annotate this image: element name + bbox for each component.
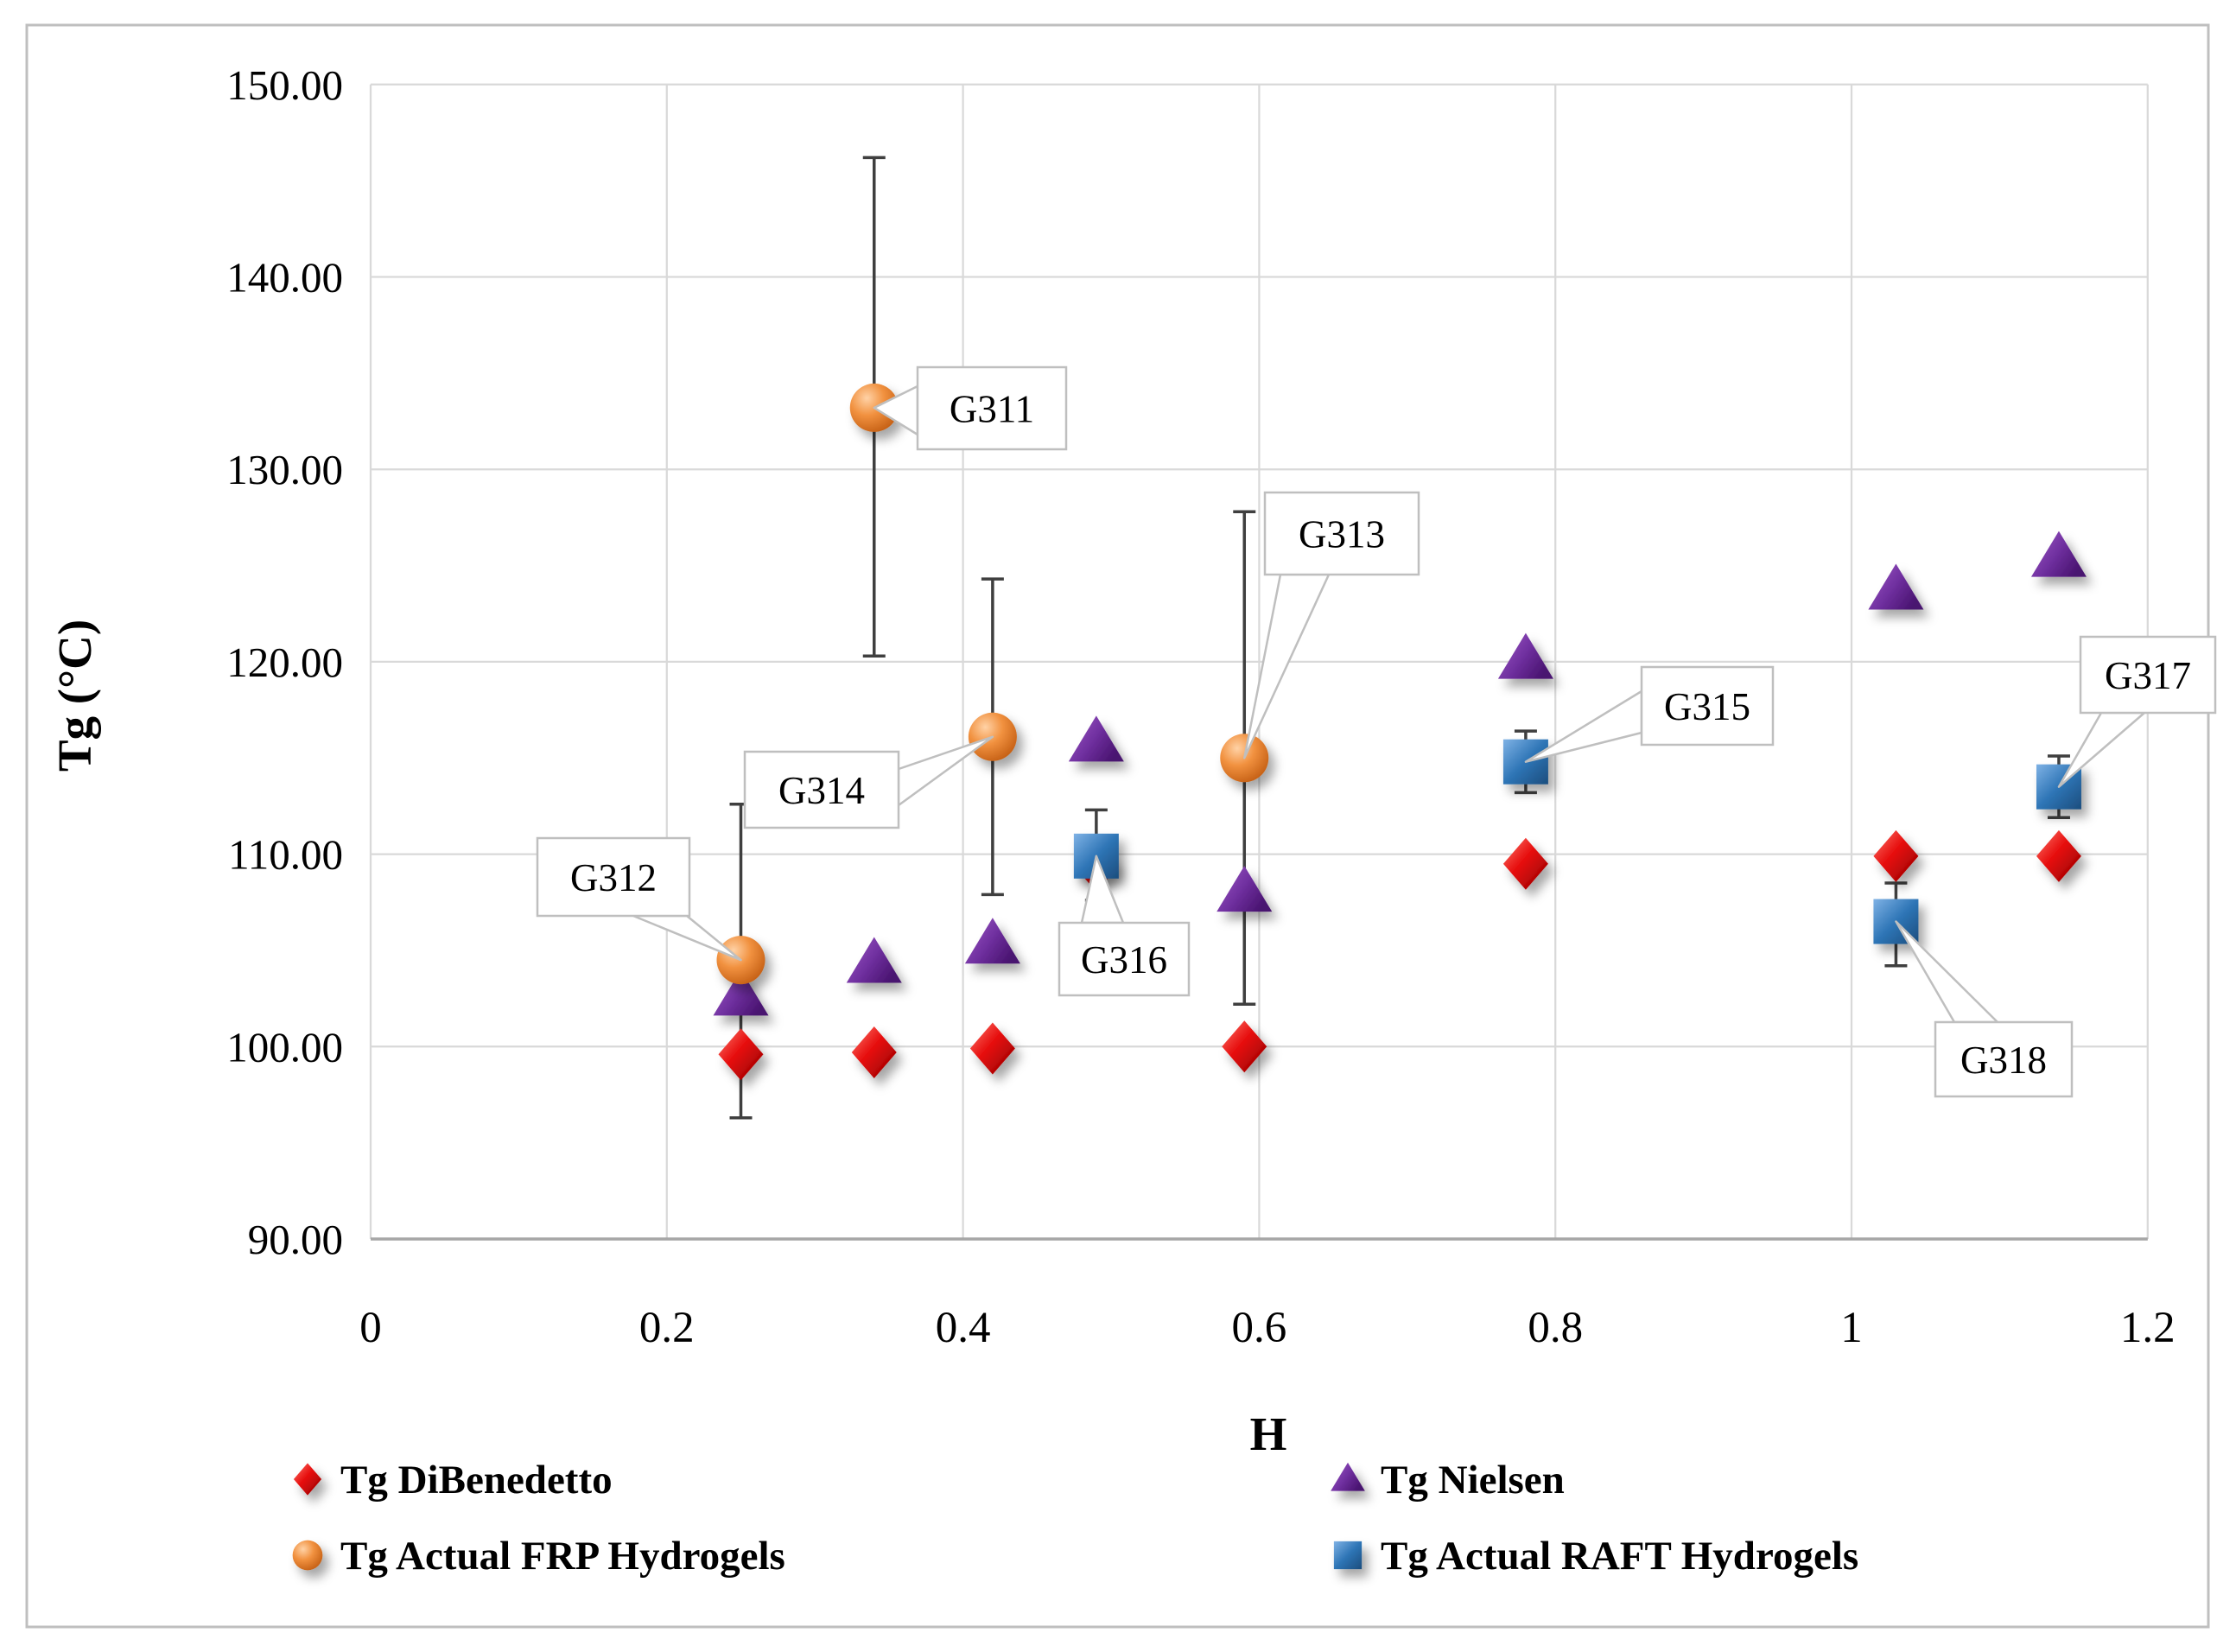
callout-leader	[632, 914, 742, 962]
callout-label: G314	[778, 769, 865, 812]
callout-box[interactable]	[1640, 665, 1775, 747]
marker-diamond[interactable]	[1502, 837, 1548, 890]
y-tick-label: 110.00	[228, 831, 343, 879]
callout-label: G317	[2105, 654, 2191, 697]
legend-item[interactable]: Tg DiBenedetto	[293, 1458, 613, 1503]
legend-item[interactable]: Tg Actual RAFT Hydrogels	[1333, 1534, 1858, 1579]
figure-border	[25, 23, 2210, 1629]
marker-triangle[interactable]	[1216, 866, 1273, 912]
callout-label: G313	[1299, 513, 1385, 556]
y-tick-label: 120.00	[226, 639, 343, 686]
marker-triangle[interactable]	[713, 969, 769, 1016]
marker-triangle[interactable]	[846, 937, 902, 983]
callout-label: G316	[1081, 938, 1167, 982]
legend-label: Tg DiBenedetto	[340, 1458, 613, 1503]
marker-triangle[interactable]	[1868, 563, 1924, 610]
callout-box[interactable]	[1058, 921, 1191, 997]
y-tick-label: 140.00	[226, 254, 343, 302]
callout-box[interactable]	[1934, 1020, 2074, 1098]
callout-box[interactable]	[916, 365, 1068, 451]
marker-triangle[interactable]	[1068, 715, 1124, 762]
marker-circle	[292, 1540, 323, 1571]
callout-box[interactable]	[743, 750, 900, 829]
callout-label: G312	[570, 856, 657, 899]
marker-diamond[interactable]	[1873, 829, 1919, 882]
marker-triangle	[1331, 1462, 1365, 1491]
y-tick-label: 100.00	[226, 1023, 343, 1071]
marker-triangle[interactable]	[2030, 531, 2087, 577]
callout-box[interactable]	[2079, 635, 2217, 715]
y-tick-label: 130.00	[226, 446, 343, 493]
marker-square	[1333, 1541, 1363, 1570]
legend-label: Tg Actual RAFT Hydrogels	[1381, 1534, 1858, 1579]
callout-label: G318	[1960, 1039, 2047, 1082]
legend-item[interactable]: Tg Actual FRP Hydrogels	[292, 1534, 785, 1579]
marker-diamond[interactable]	[851, 1026, 897, 1078]
callout-leader	[1895, 920, 1999, 1024]
y-axis-title: Tg (°C)	[48, 620, 101, 772]
y-tick-label: 150.00	[226, 61, 343, 109]
x-tick-label: 0.4	[936, 1304, 991, 1352]
callout-box[interactable]	[536, 836, 691, 918]
marker-diamond[interactable]	[718, 1028, 764, 1081]
x-tick-label: 0.2	[639, 1304, 695, 1352]
marker-diamond[interactable]	[969, 1022, 1015, 1075]
marker-triangle[interactable]	[964, 918, 1020, 964]
callout-label: G311	[950, 388, 1034, 431]
legend-label: Tg Nielsen	[1381, 1458, 1565, 1503]
callout-leader	[1524, 689, 1643, 763]
x-axis-title: H	[1250, 1407, 1287, 1460]
y-tick-label: 90.00	[248, 1216, 343, 1263]
callout-leader	[2057, 711, 2146, 788]
legend-item[interactable]: Tg Nielsen	[1331, 1458, 1565, 1503]
callout-box[interactable]	[1263, 491, 1420, 576]
marker-diamond[interactable]	[1222, 1020, 1267, 1073]
x-tick-label: 0	[359, 1304, 382, 1352]
callout-label: G315	[1664, 685, 1750, 728]
marker-diamond	[293, 1463, 322, 1496]
x-tick-label: 1.2	[2120, 1304, 2176, 1352]
x-tick-label: 1	[1840, 1304, 1863, 1352]
callout-leader	[1243, 573, 1331, 759]
marker-diamond[interactable]	[2036, 829, 2081, 882]
callout-leader	[897, 735, 994, 807]
x-tick-label: 0.6	[1232, 1304, 1287, 1352]
legend-label: Tg Actual FRP Hydrogels	[340, 1534, 785, 1579]
x-tick-label: 0.8	[1528, 1304, 1583, 1352]
marker-triangle[interactable]	[1497, 632, 1553, 679]
